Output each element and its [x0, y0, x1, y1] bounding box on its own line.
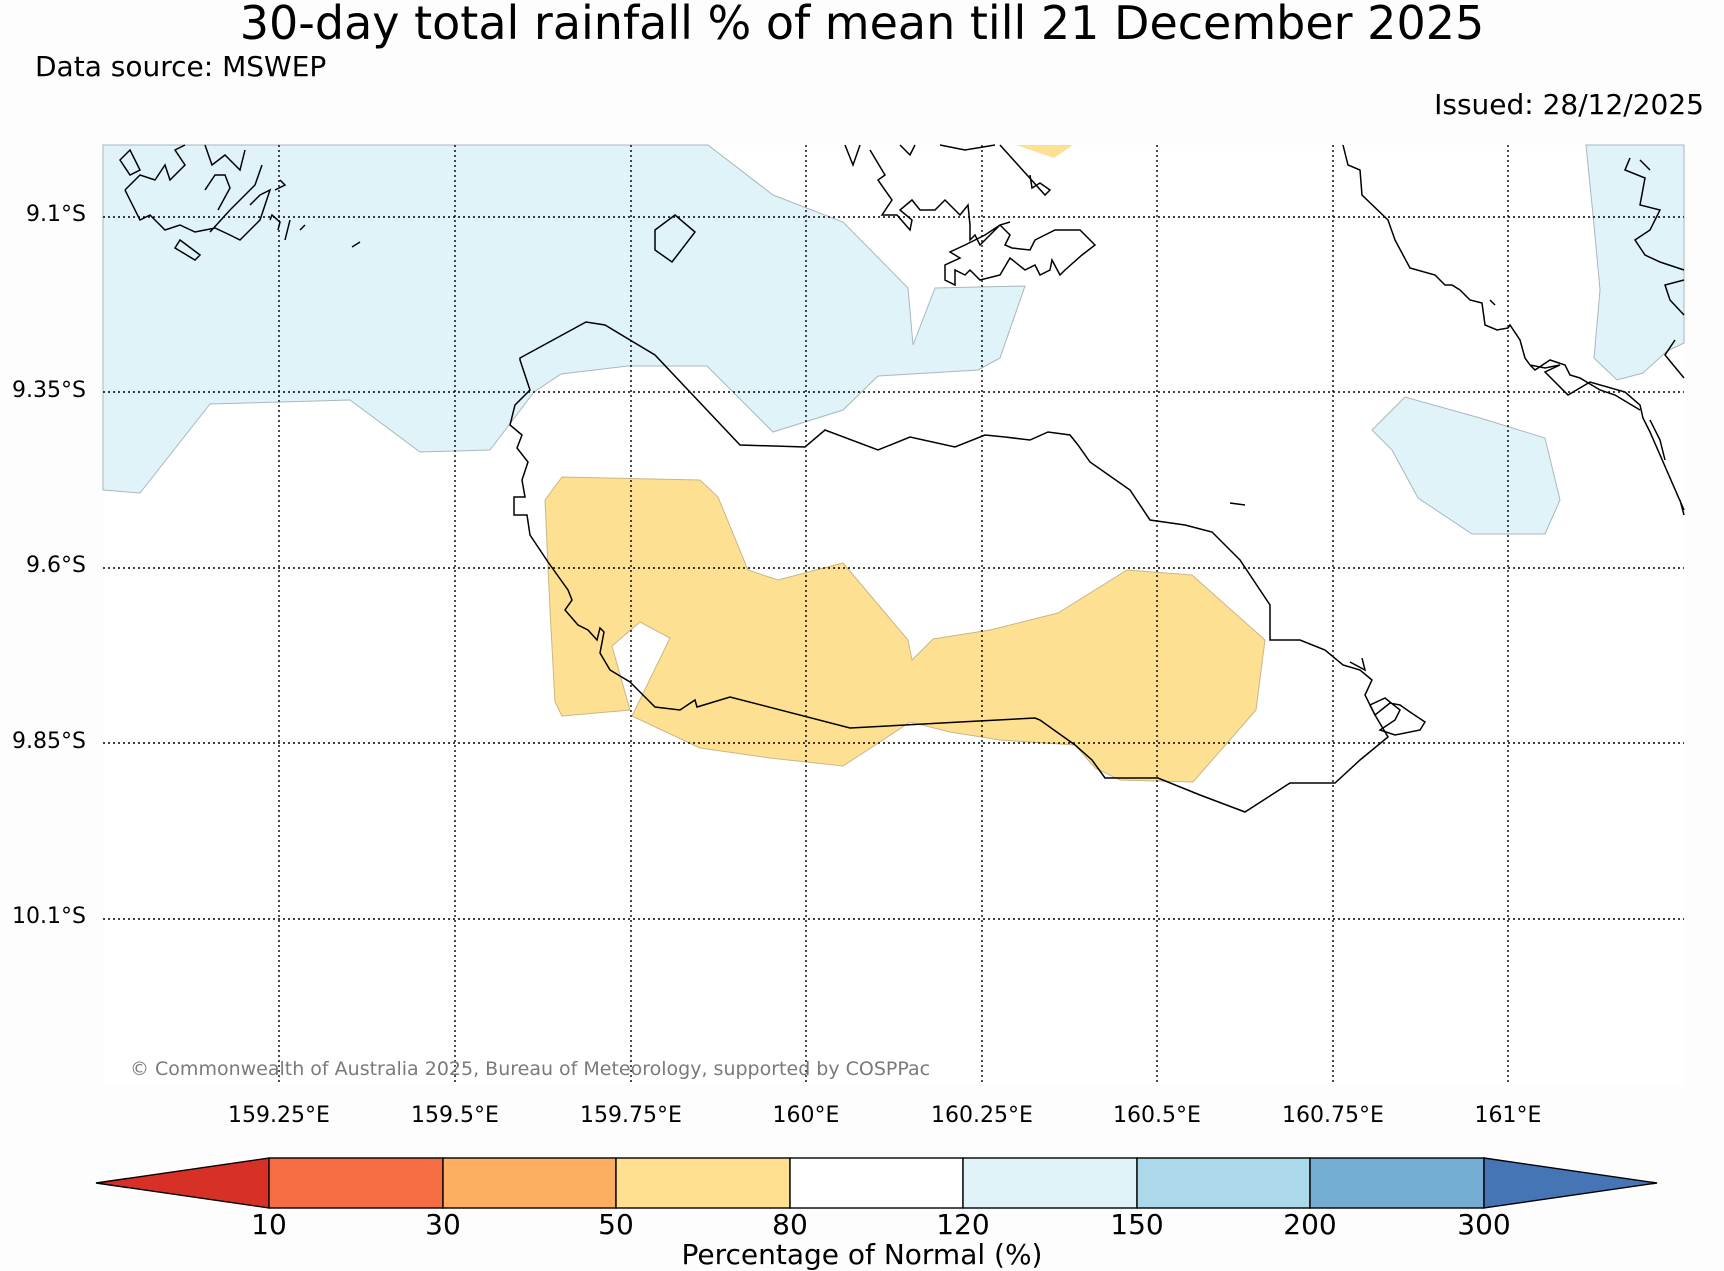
coastline-east-reef: [1229, 502, 1367, 672]
coastline-northeast: [1342, 144, 1685, 516]
colorbar-title: Percentage of Normal (%): [681, 1238, 1043, 1271]
colorbar-segment-120-150: [962, 1157, 1138, 1209]
lon-label-160.25: 160.25°E: [931, 1103, 1033, 1128]
wet-region-group: [102, 144, 1685, 535]
data-source-label: Data source: MSWEP: [35, 50, 327, 83]
colorbar: [95, 1157, 1658, 1209]
wet-region-east: [1371, 396, 1561, 535]
lat-label-9.35: 9.35°S: [12, 378, 86, 403]
colorbar-extend-low: [95, 1157, 270, 1209]
coastline-group: [119, 144, 1685, 813]
colorbar-tick-150: 150: [1110, 1208, 1164, 1241]
dry-region-main: [544, 476, 1266, 783]
colorbar-segment-50-80: [615, 1157, 791, 1209]
colorbar-segment-10-30: [268, 1157, 444, 1209]
colorbar-segment-150-200: [1136, 1157, 1311, 1209]
lon-label-160.75: 160.75°E: [1282, 1103, 1384, 1128]
colorbar-tick-300: 300: [1457, 1208, 1511, 1241]
lat-label-9.85: 9.85°S: [12, 729, 86, 754]
lat-label-9.1: 9.1°S: [26, 202, 86, 227]
coastline-northwest-islands: [119, 144, 361, 261]
colorbar-tick-80: 80: [772, 1208, 808, 1241]
copyright-notice: © Commonwealth of Australia 2025, Bureau…: [130, 1058, 931, 1080]
lat-label-10.1: 10.1°S: [12, 904, 86, 929]
colorbar-segment-30-50: [442, 1157, 617, 1209]
coastline-main-island: [509, 321, 1389, 813]
lon-label-159.25: 159.25°E: [228, 1103, 330, 1128]
colorbar-extend-high: [1483, 1157, 1658, 1209]
colorbar-tick-30: 30: [425, 1208, 461, 1241]
map-title: 30-day total rainfall % of mean till 21 …: [239, 0, 1485, 50]
lon-label-161: 161°E: [1474, 1103, 1542, 1128]
lon-label-159.5: 159.5°E: [411, 1103, 499, 1128]
lon-label-160: 160°E: [772, 1103, 840, 1128]
wet-region-northeast: [1585, 144, 1685, 381]
issued-date-label: Issued: 28/12/2025: [1434, 88, 1704, 121]
lon-label-159.75: 159.75°E: [580, 1103, 682, 1128]
lon-label-160.5: 160.5°E: [1113, 1103, 1201, 1128]
colorbar-segment-200-300: [1309, 1157, 1485, 1209]
gridline-group: [103, 145, 1684, 1085]
colorbar-tick-10: 10: [251, 1208, 287, 1241]
dry-region-group: [544, 476, 1266, 783]
wet-region-northwest: [102, 144, 1026, 494]
wet-region-north-tip: [1016, 145, 1073, 158]
coastline-small-isle: [1368, 697, 1427, 736]
colorbar-tick-200: 200: [1283, 1208, 1337, 1241]
coastline-north-center: [654, 144, 1097, 287]
lat-label-9.6: 9.6°S: [26, 553, 86, 578]
colorbar-segment-80-120: [789, 1157, 964, 1209]
colorbar-tick-120: 120: [936, 1208, 990, 1241]
colorbar-tick-50: 50: [598, 1208, 634, 1241]
